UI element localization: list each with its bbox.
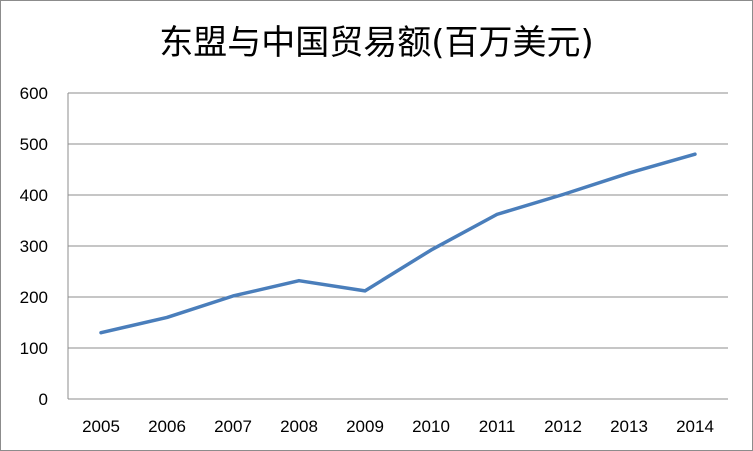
series-line — [99, 152, 697, 335]
data-point — [693, 152, 697, 156]
x-tick-label: 2008 — [280, 417, 318, 436]
data-point — [495, 212, 499, 216]
series-group — [99, 152, 697, 335]
chart-title: 东盟与中国贸易额(百万美元) — [159, 23, 594, 63]
data-point — [429, 248, 433, 252]
x-tick-label: 2010 — [412, 417, 450, 436]
x-tick-label: 2009 — [346, 417, 384, 436]
gridlines — [68, 92, 728, 349]
data-point — [231, 294, 235, 298]
x-tick-label: 2005 — [82, 417, 120, 436]
data-point — [561, 192, 565, 196]
y-tick-label: 500 — [20, 135, 48, 154]
x-tick-label: 2011 — [479, 417, 516, 436]
y-tick-label: 100 — [20, 339, 48, 358]
x-tick-label: 2007 — [214, 417, 252, 436]
y-tick-label: 300 — [20, 237, 48, 256]
x-tick-label: 2006 — [148, 417, 186, 436]
y-tick-labels: 0 100 200 300 400 500 600 — [20, 84, 48, 409]
axes — [67, 93, 728, 400]
y-tick-label: 400 — [20, 186, 48, 205]
x-tick-labels: 2005 2006 2007 2008 2009 2010 2011 2012 2013 2014 — [82, 417, 714, 436]
x-tick-label: 2012 — [544, 417, 582, 436]
x-tick-label: 2013 — [610, 417, 648, 436]
data-point — [627, 171, 631, 175]
y-tick-label: 200 — [20, 288, 48, 307]
data-point — [99, 331, 103, 335]
y-tick-label: 0 — [39, 390, 48, 409]
data-point — [165, 315, 169, 319]
data-point — [363, 289, 367, 293]
data-point — [297, 279, 301, 283]
x-tick-label: 2014 — [676, 417, 714, 436]
y-tick-label: 600 — [20, 84, 48, 103]
